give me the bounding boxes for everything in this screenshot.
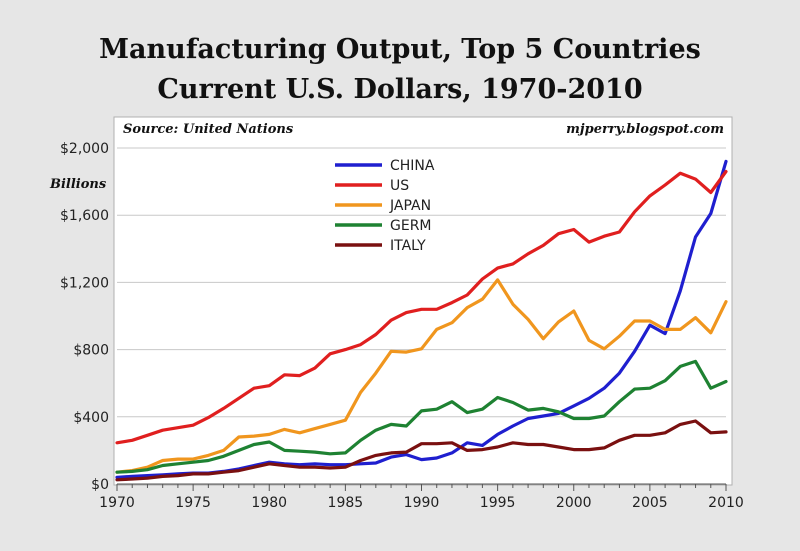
chart-title: Manufacturing Output, Top 5 Countries: [99, 34, 701, 65]
x-tick-label: 1990: [404, 495, 440, 511]
series-line-us: [115, 169, 728, 445]
x-tick-label: 2005: [632, 495, 668, 511]
x-tick-label: 2010: [708, 495, 744, 511]
legend-label-china: CHINA: [390, 158, 435, 174]
y-tick-label: $2,000: [60, 141, 109, 157]
y-tick-label: $0: [91, 477, 109, 493]
plot-area: [113, 116, 733, 486]
y-tick-label: $400: [73, 410, 109, 426]
series-line-germ: [115, 359, 728, 474]
axes: $0 $400 $800 $1,200 $1,600 $2,000 1970 1975 1980…: [60, 141, 744, 511]
x-tick-label: 2000: [556, 495, 592, 511]
series-lines: [115, 159, 728, 482]
series-line-japan: [115, 278, 728, 474]
x-tick-label: 1980: [251, 495, 287, 511]
x-tick-label: 1975: [175, 495, 211, 511]
y-tick-label: $1,200: [60, 275, 109, 291]
source-note: Source: United Nations: [123, 122, 294, 137]
legend-label-japan: JAPAN: [389, 198, 431, 214]
x-tick-label: 1995: [480, 495, 516, 511]
legend-label-italy: ITALY: [390, 238, 426, 254]
legend-label-us: US: [390, 178, 409, 194]
legend: CHINA US JAPAN GERM ITALY: [335, 158, 435, 254]
credit-note: mjperry.blogspot.com: [566, 122, 724, 137]
y-axis-label: Billions: [49, 177, 107, 192]
y-tick-label: $1,600: [60, 208, 109, 224]
series-line-italy: [115, 419, 728, 482]
y-tick-label: $800: [73, 343, 109, 359]
x-tick-label: 1970: [99, 495, 135, 511]
legend-label-germ: GERM: [390, 218, 432, 234]
chart-subtitle: Current U.S. Dollars, 1970-2010: [157, 74, 642, 105]
x-tick-label: 1985: [328, 495, 364, 511]
